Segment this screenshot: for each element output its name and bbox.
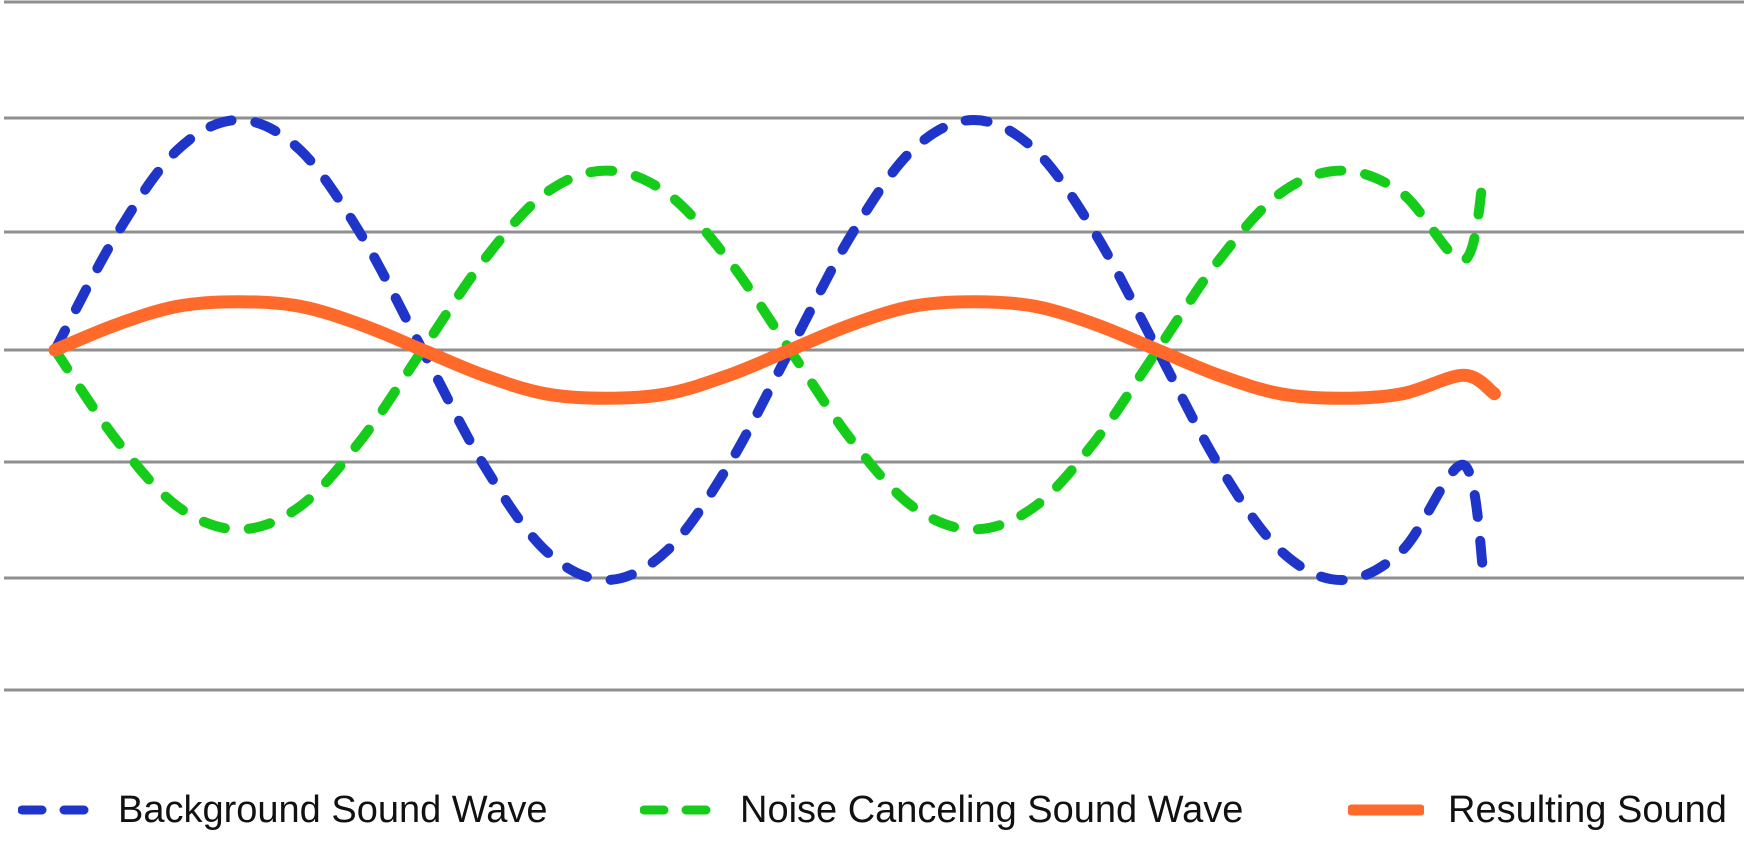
legend-swatch-noise-canceling-sound-wave [640,805,716,815]
series-line-resulting-sound [48,295,1501,405]
legend: Background Sound Wave Noise Canceling So… [0,775,1750,845]
legend-label-background-sound-wave: Background Sound Wave [118,788,548,831]
legend-swatch-resulting-sound [1348,804,1424,816]
legend-label-noise-canceling-sound-wave: Noise Canceling Sound Wave [740,788,1244,831]
legend-item-background-sound-wave: Background Sound Wave [18,775,548,845]
series-lines [48,115,1501,585]
chart-plot [4,0,1744,692]
legend-label-resulting-sound: Resulting Sound [1448,788,1727,831]
legend-item-resulting-sound: Resulting Sound [1348,775,1727,845]
legend-item-noise-canceling-sound-wave: Noise Canceling Sound Wave [640,775,1243,845]
legend-swatch-background-sound-wave [18,805,94,815]
grid-lines [4,0,1744,692]
